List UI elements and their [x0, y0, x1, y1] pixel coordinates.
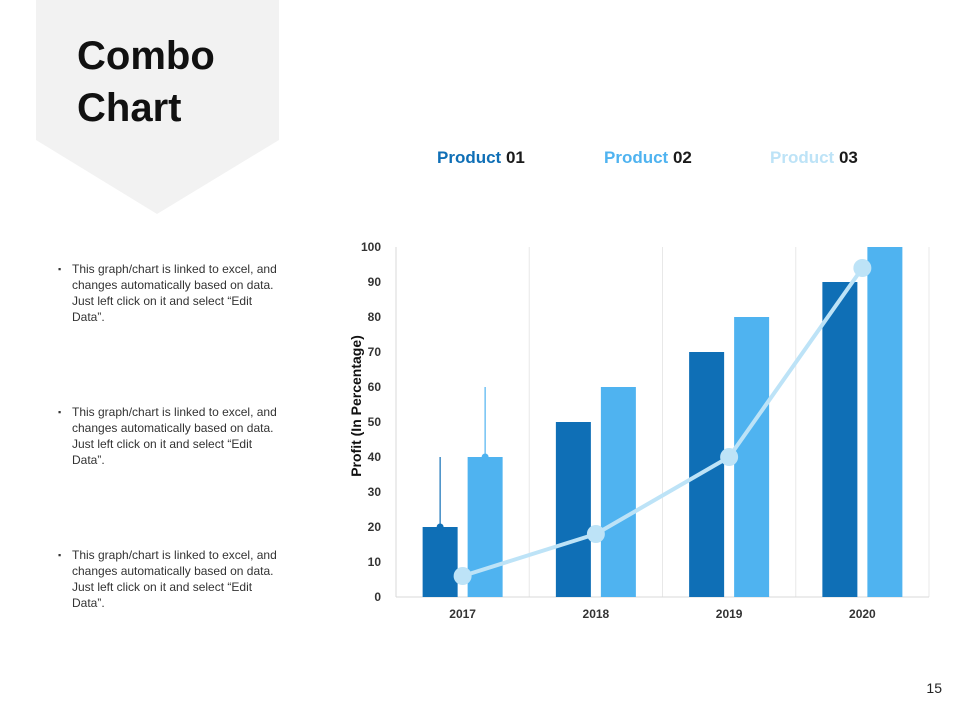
y-tick-label: 80 — [368, 310, 382, 324]
y-axis-label: Profit (In Percentage) — [348, 335, 364, 477]
page-title-line1: Combo — [77, 34, 215, 78]
bullet-item-2: ▪ This graph/chart is linked to excel, a… — [58, 404, 283, 468]
y-tick-label: 0 — [374, 590, 381, 604]
x-tick-label: 2018 — [583, 607, 610, 621]
legend-item-product-02: Product 02 — [604, 148, 692, 168]
legend-name-1: Product — [437, 148, 502, 167]
line-point — [853, 259, 872, 277]
x-tick-label: 2020 — [849, 607, 876, 621]
legend-num-2: 02 — [672, 148, 692, 167]
page-title: Combo Chart — [77, 30, 277, 134]
error-bar-marker — [481, 453, 489, 461]
bar-product-01 — [822, 282, 858, 597]
y-tick-label: 90 — [368, 275, 382, 289]
line-point — [586, 525, 605, 543]
bar-product-02 — [734, 317, 770, 597]
line-point — [453, 567, 472, 585]
legend-item-product-01: Product 01 — [437, 148, 525, 168]
bullet-mark: ▪ — [58, 407, 62, 417]
legend-name-2: Product — [604, 148, 669, 167]
bullet-text-1: This graph/chart is linked to excel, and… — [72, 262, 277, 324]
bar-product-01 — [422, 527, 458, 597]
y-tick-label: 40 — [368, 450, 382, 464]
y-tick-label: 50 — [368, 415, 382, 429]
legend-num-1: 01 — [505, 148, 525, 167]
title-badge — [36, 0, 279, 214]
line-point — [720, 448, 739, 466]
y-tick-label: 60 — [368, 380, 382, 394]
y-tick-label: 70 — [368, 345, 382, 359]
bullet-mark: ▪ — [58, 264, 62, 274]
error-bar-marker — [436, 523, 444, 531]
bar-product-02 — [467, 457, 503, 597]
bar-product-01 — [689, 352, 725, 597]
bullet-text-3: This graph/chart is linked to excel, and… — [72, 548, 277, 610]
x-tick-label: 2019 — [716, 607, 743, 621]
bullet-mark: ▪ — [58, 550, 62, 560]
legend-num-3: 03 — [838, 148, 858, 167]
page-title-line2: Chart — [77, 86, 182, 130]
x-tick-label: 2017 — [449, 607, 476, 621]
y-tick-label: 30 — [368, 485, 382, 499]
bar-product-01 — [555, 422, 591, 597]
line-product-03 — [462, 266, 865, 578]
bar-product-02 — [867, 247, 903, 597]
y-tick-label: 10 — [368, 555, 382, 569]
bullet-item-1: ▪ This graph/chart is linked to excel, a… — [58, 261, 283, 325]
bullet-text-2: This graph/chart is linked to excel, and… — [72, 405, 277, 467]
page-number: 15 — [926, 680, 942, 696]
legend-name-3: Product — [770, 148, 835, 167]
y-tick-label: 20 — [368, 520, 382, 534]
bullet-item-3: ▪ This graph/chart is linked to excel, a… — [58, 547, 283, 611]
bar-product-02 — [600, 387, 636, 597]
legend-item-product-03: Product 03 — [770, 148, 858, 168]
y-tick-label: 100 — [361, 240, 381, 254]
title-badge-shape — [36, 0, 279, 214]
